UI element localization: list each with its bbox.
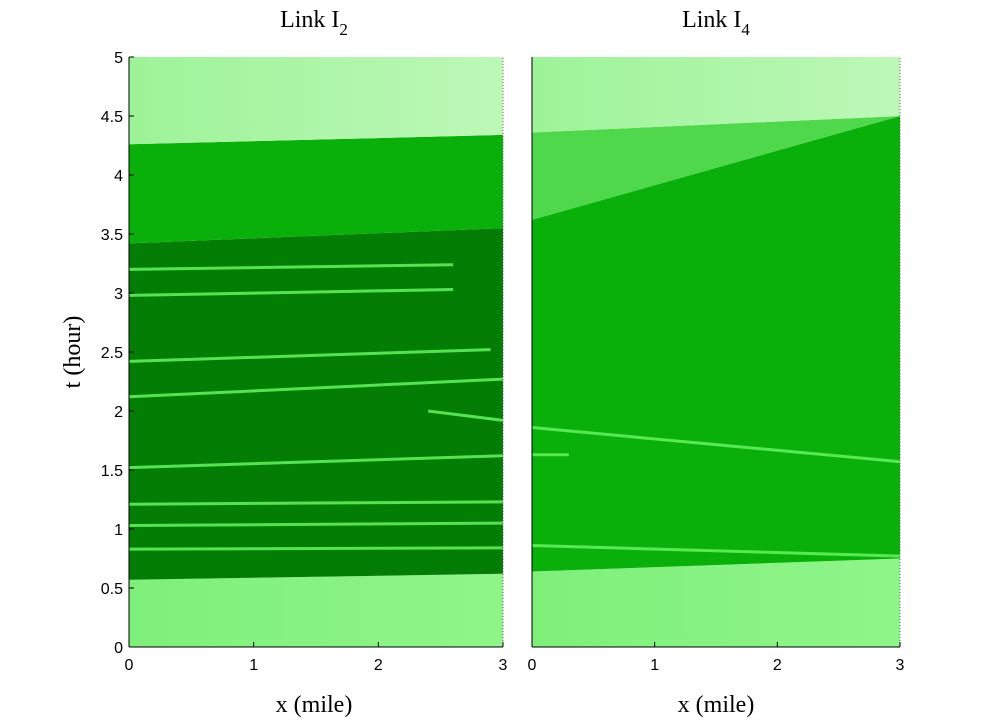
region-light-0 [129,573,503,647]
region-dark-1 [129,228,503,580]
wave-band-2 [128,500,504,506]
wave-band-0 [128,546,504,551]
x-axis-label-link-i4: x (mile) [678,692,755,718]
y-tick-label: 5 [114,50,123,67]
y-tick-label: 4.5 [101,109,123,126]
region-lightest-3 [129,57,503,145]
x-tick-label: 3 [499,657,508,674]
wave-band-1 [531,544,901,558]
y-tick-label: 1.5 [101,463,123,480]
region-light-0 [532,558,900,647]
wave-band-1 [128,521,504,527]
heatmap-link-i4 [531,57,901,648]
y-tick-label: 0.5 [101,581,123,598]
y-axis-ticks: 0 0.5 1 1.5 2 2.5 3 3.5 4 4.5 5 [101,50,134,657]
x-tick-label: 3 [896,657,905,674]
wave-band-0 [531,426,901,464]
panel-title-link-i4: Link I4 [682,7,750,39]
wave-band-6 [128,288,454,297]
y-tick-label: 3.5 [101,227,123,244]
panel-title-link-i2: Link I2 [280,7,348,39]
x-tick-label: 2 [374,657,383,674]
region-medium-2 [129,134,503,244]
panel-link-i4: Link I4 0 1 2 3 x (mile) [528,7,905,718]
wave-band-8 [428,409,504,422]
wave-band-4 [128,377,504,399]
x-tick-label: 1 [650,657,659,674]
region-medium-light-2 [532,116,900,220]
wave-band-7 [128,263,454,271]
heatmap-link-i2 [128,57,504,648]
x-tick-label: 0 [125,657,134,674]
x-axis-ticks-link-i2: 0 1 2 3 [125,642,508,674]
wave-band-3 [128,454,504,470]
x-axis-label-link-i2: x (mile) [276,692,353,718]
region-lightest-3 [532,57,900,133]
panel-link-i2: Link I2 0 1 2 3 0 0.5 1 1.5 2 2.5 3 3.5 4 4.5 5 x (mi… [60,7,508,718]
region-medium-1 [532,116,900,572]
y-tick-label: 2 [114,404,123,421]
y-tick-label: 4 [114,168,123,185]
y-tick-label: 3 [114,286,123,303]
y-tick-label: 2.5 [101,345,123,362]
x-axis-ticks-link-i4: 0 1 2 3 [528,642,905,674]
y-tick-label: 0 [114,640,123,657]
y-tick-label: 1 [114,522,123,539]
x-tick-label: 1 [249,657,258,674]
x-tick-label: 0 [528,657,537,674]
y-axis-label: t (hour) [60,316,86,389]
wave-band-5 [128,348,491,363]
x-tick-label: 2 [773,657,782,674]
